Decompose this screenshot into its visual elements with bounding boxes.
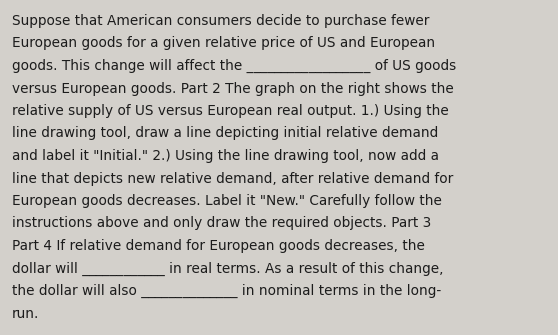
- Text: dollar will ____________ in real terms. As a result of this change,: dollar will ____________ in real terms. …: [12, 262, 444, 276]
- Text: line that depicts new relative demand, after relative demand for: line that depicts new relative demand, a…: [12, 172, 453, 186]
- Text: line drawing tool, draw a line depicting initial relative demand: line drawing tool, draw a line depicting…: [12, 127, 438, 140]
- Text: run.: run.: [12, 307, 40, 321]
- Text: European goods decreases. Label it "New." Carefully follow the: European goods decreases. Label it "New.…: [12, 194, 442, 208]
- Text: goods. This change will affect the __________________ of US goods: goods. This change will affect the _____…: [12, 59, 456, 73]
- Text: European goods for a given relative price of US and European: European goods for a given relative pric…: [12, 37, 435, 51]
- Text: versus European goods. Part 2 The graph on the right shows the: versus European goods. Part 2 The graph …: [12, 81, 454, 95]
- Text: and label it "Initial." 2.) Using the line drawing tool, now add a: and label it "Initial." 2.) Using the li…: [12, 149, 439, 163]
- Text: the dollar will also ______________ in nominal terms in the long-: the dollar will also ______________ in n…: [12, 284, 441, 298]
- Text: instructions above and only draw the required objects. Part 3: instructions above and only draw the req…: [12, 216, 431, 230]
- Text: relative supply of US versus European real output. 1.) Using the: relative supply of US versus European re…: [12, 104, 449, 118]
- Text: Part 4 If relative demand for European goods decreases, the: Part 4 If relative demand for European g…: [12, 239, 425, 253]
- Text: Suppose that American consumers decide to purchase fewer: Suppose that American consumers decide t…: [12, 14, 429, 28]
